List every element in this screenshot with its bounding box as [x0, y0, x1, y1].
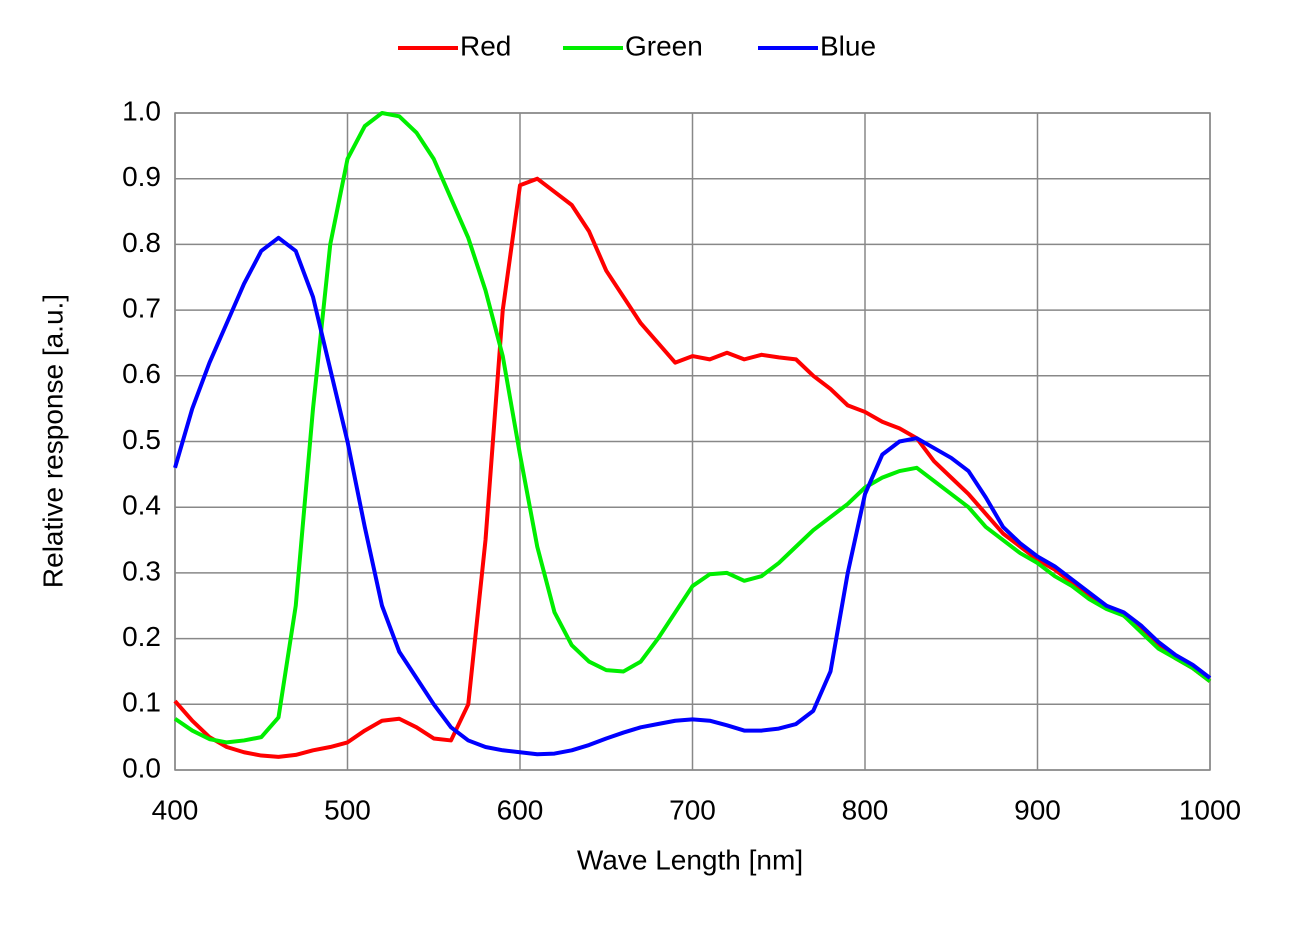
y-tick-label: 0.9 [122, 161, 161, 192]
y-tick-label: 0.5 [122, 424, 161, 455]
series-line [173, 111, 1212, 745]
y-tick-label: 0.8 [122, 227, 161, 258]
y-tick-label: 0.0 [122, 752, 161, 783]
y-axis-title: Relative response [a.u.] [37, 294, 68, 588]
legend-label: Green [625, 30, 703, 61]
y-tick-label: 0.7 [122, 292, 161, 323]
y-tick-label: 1.0 [122, 95, 161, 126]
y-tick-label: 0.3 [122, 555, 161, 586]
x-tick-label: 1000 [1179, 794, 1241, 825]
x-tick-label: 800 [842, 794, 889, 825]
y-tick-label: 0.6 [122, 358, 161, 389]
y-tick-label: 0.4 [122, 490, 161, 521]
y-tick-label: 0.2 [122, 621, 161, 652]
plot-frame [174, 112, 1211, 771]
x-tick-label: 900 [1014, 794, 1061, 825]
series-line [173, 176, 1212, 759]
legend-label: Blue [820, 30, 876, 61]
x-tick-label: 400 [152, 794, 199, 825]
x-axis-title: Wave Length [nm] [577, 844, 803, 875]
x-tick-label: 700 [669, 794, 716, 825]
legend-label: Red [460, 30, 511, 61]
y-tick-label: 0.1 [122, 687, 161, 718]
x-tick-label: 600 [497, 794, 544, 825]
series-line [173, 235, 1212, 757]
x-tick-label: 500 [324, 794, 371, 825]
